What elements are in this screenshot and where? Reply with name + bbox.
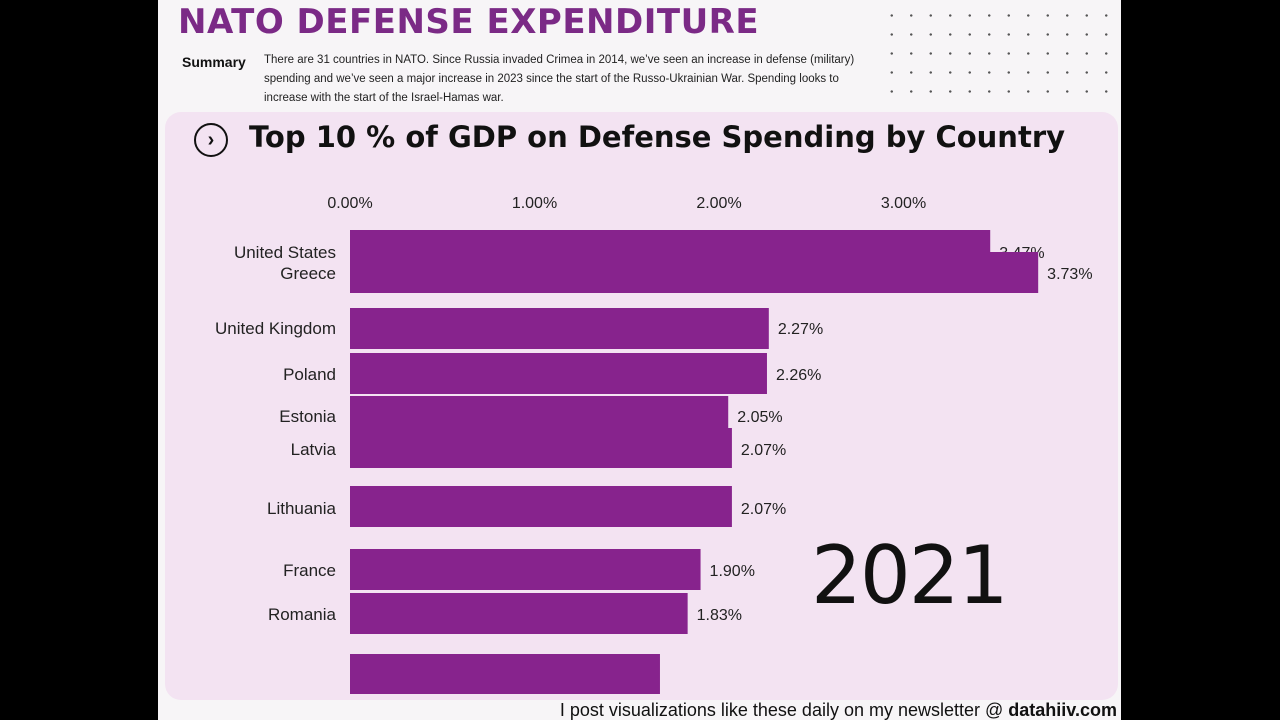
dot-grid-decoration [882,6,1118,98]
bar [350,486,732,527]
bar-value-label: 3.73% [1047,266,1092,283]
x-tick-label: 0.00% [327,195,372,212]
bar [350,353,767,394]
bar-chart: 0.00%1.00%2.00%3.00%3.47%United States3.… [215,195,1093,694]
bar [350,308,769,349]
summary-label: Summary [182,54,246,70]
bar [350,428,732,468]
year-label: 2021 [811,529,1009,622]
chart-title: Top 10 % of GDP on Defense Spending by C… [249,120,1066,154]
x-tick-label: 2.00% [696,195,741,212]
bar [350,593,688,634]
x-tick-label: 1.00% [512,195,557,212]
category-label: France [283,561,336,580]
bar-value-label: 1.83% [697,607,742,624]
bar-value-label: 2.07% [741,442,786,459]
category-label: United States [234,243,336,262]
footer-message: I post visualizations like these daily o… [559,700,1009,720]
footer-text: I post visualizations like these daily o… [560,700,1117,720]
bar-value-label: 2.26% [776,367,821,384]
category-label: Greece [280,264,336,283]
newsletter-link[interactable]: datahiiv.com [1008,700,1117,720]
bar-value-label: 2.05% [737,409,782,426]
chevron-right-circle-icon: › [194,123,228,157]
summary-text: There are 31 countries in NATO. Since Ru… [264,54,855,104]
bar [350,549,701,590]
chart-card: › Top 10 % of GDP on Defense Spending by… [165,112,1118,700]
category-label: Latvia [291,440,337,459]
bar [350,252,1039,293]
bar-partial [350,654,660,694]
category-label: Estonia [279,407,336,426]
bar-value-label: 1.90% [710,563,755,580]
category-label: Poland [283,365,336,384]
page-title: NATO DEFENSE EXPENDITURE [178,2,760,42]
bar-value-label: 2.27% [778,321,823,338]
bar-value-label: 2.07% [741,501,786,518]
category-label: Romania [268,605,337,624]
category-label: United Kingdom [215,319,336,338]
category-label: Lithuania [267,499,337,518]
infographic-frame: NATO DEFENSE EXPENDITURE Summary There a… [158,0,1121,720]
x-tick-label: 3.00% [881,195,926,212]
